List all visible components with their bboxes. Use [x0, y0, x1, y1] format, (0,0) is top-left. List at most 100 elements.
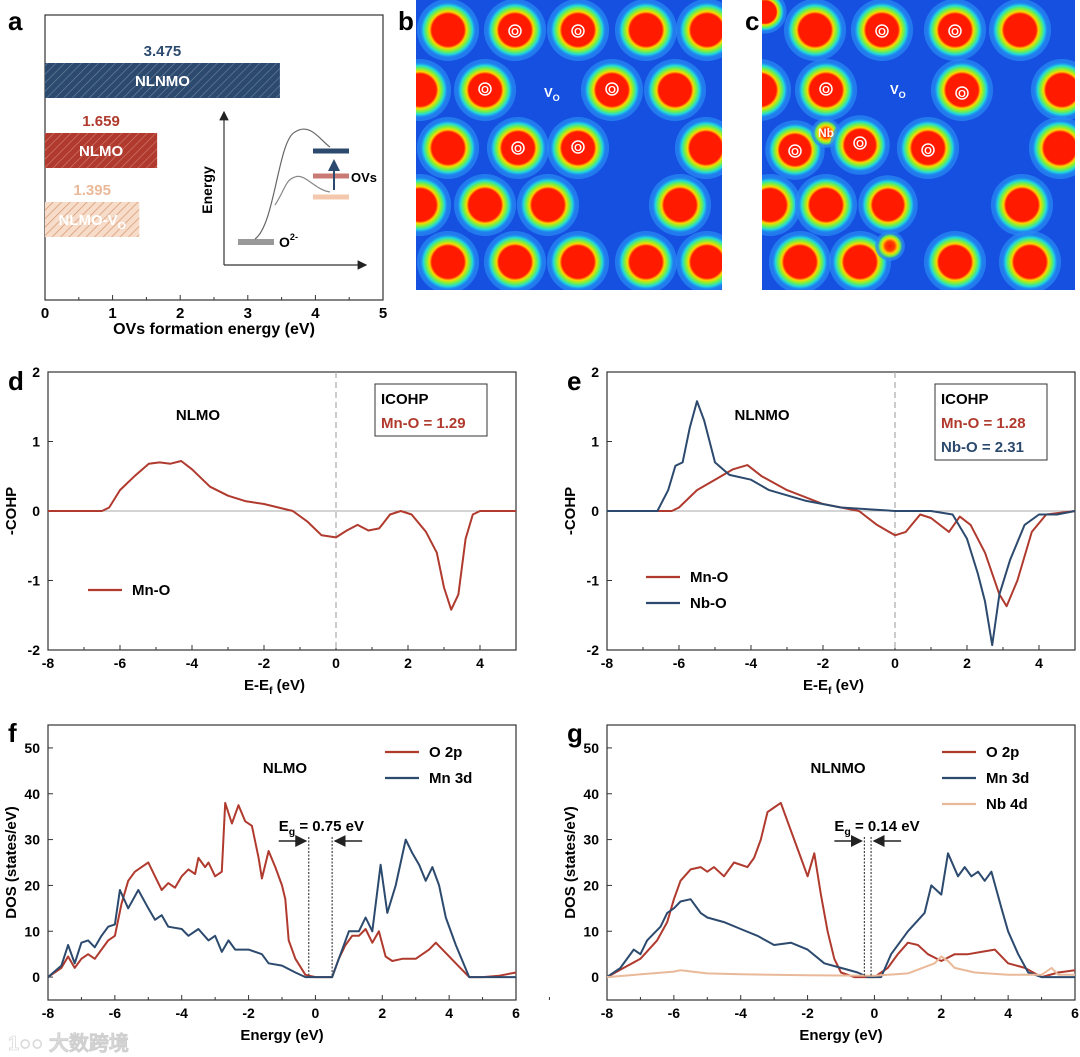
y-tick-label: 0: [32, 503, 40, 519]
x-tick-label: 2: [378, 1005, 386, 1021]
y-tick-label: 0: [591, 969, 599, 985]
oxygen-label: O: [924, 146, 932, 157]
oxygen-marker: [819, 82, 833, 96]
oxygen-marker: [571, 140, 585, 154]
band-gap-label-part: = 0.14 eV: [851, 818, 920, 835]
icohp-value: Mn-O = 1.28: [941, 415, 1026, 432]
x-axis-label-part: f: [269, 685, 273, 697]
oxygen-atom: [762, 61, 789, 119]
oxygen-label: O: [822, 85, 830, 96]
x-tick-label: 2: [176, 305, 184, 322]
panel-label-g: g: [567, 718, 583, 748]
bar-category-label: NLMO-VO: [58, 212, 125, 232]
energy-diagram-inset: Energy O2- OVs: [199, 110, 377, 270]
x-tick-label: -2: [258, 655, 271, 671]
x-axis-label-part: E-E: [803, 677, 828, 694]
x-axis-label: OVs formation energy (eV): [113, 321, 315, 338]
x-tick-label: 0: [41, 305, 49, 322]
bar-category-label-part: O: [118, 220, 126, 232]
y-tick-label: 20: [583, 877, 599, 893]
oxygen-atom: [933, 61, 991, 119]
y-axis-label: -COHP: [3, 487, 20, 535]
x-tick-label: -6: [673, 655, 686, 671]
legend-label: O 2p: [429, 744, 462, 761]
oxygen-atom: [456, 61, 514, 119]
x-tick-label: -4: [734, 1005, 747, 1021]
bar-value-label: 3.475: [144, 43, 182, 60]
vacancy-label-part: V: [890, 82, 899, 97]
x-tick-label: -4: [186, 655, 199, 671]
bar-category-label-part: NLNMO: [135, 73, 190, 90]
panel-d-line-chart: -8 -6 -4 -2 0 2 4 -2 -1 0 1 2 E-Ef (eV) -COHP NLMO Mn-O…: [3, 364, 517, 697]
oxygen-atom: [617, 233, 675, 290]
oxygen-atom: [416, 61, 449, 119]
oxygen-atom: [416, 176, 449, 234]
oxygen-label: O: [791, 147, 799, 158]
y-tick-label: 2: [591, 364, 599, 380]
vacancy-label: VO: [544, 85, 560, 103]
x-tick-label: -8: [42, 655, 55, 671]
oxygen-atom: [926, 233, 984, 290]
oxygen-marker: [853, 136, 867, 150]
y-tick-label: 1: [32, 434, 40, 450]
panel-g-line-chart: -8 -6 -4 -2 0 2 4 6 0 10 20 30 40 50 Energy (eV) DOS (s…: [562, 724, 1079, 1044]
bar-nlmo-vo: [45, 202, 140, 237]
band-gap-label: Eg = 0.14 eV: [834, 818, 919, 838]
oxygen-marker: [508, 24, 522, 38]
icohp-box: [934, 383, 1048, 461]
oxygen-atom: [617, 1, 675, 59]
legend-label: Mn 3d: [986, 770, 1029, 787]
oxygen-atom: [678, 1, 722, 59]
x-tick-label: 4: [476, 655, 484, 671]
x-tick-label: -8: [42, 1005, 55, 1021]
x-tick-label: 0: [871, 1005, 879, 1021]
oxygen-atom: [456, 176, 514, 234]
oxygen-atom: [797, 61, 855, 119]
vacancy-label-part: O: [553, 93, 560, 103]
oxygen-label: O: [608, 85, 616, 96]
panel-title: NLMO: [176, 407, 220, 424]
y-axis-label: DOS (states/eV): [562, 806, 579, 919]
bar-category-label-part: NLMO-V: [58, 212, 117, 229]
oxygen-marker: [511, 141, 525, 155]
x-tick-label: 5: [379, 305, 387, 322]
y-tick-label: 40: [583, 786, 599, 802]
vacancy-label-part: V: [544, 85, 553, 100]
oxygen-atom: [486, 233, 544, 290]
o2-level-label-part: 2-: [290, 232, 298, 242]
energy-curve-low: [274, 175, 331, 206]
vacancy-label: VO: [890, 82, 906, 100]
panel-title: NLNMO: [735, 407, 790, 424]
x-tick-label: -2: [242, 1005, 255, 1021]
legend-label: Mn-O: [690, 569, 729, 586]
oxygen-label: O: [951, 27, 959, 38]
y-tick-label: 10: [24, 923, 40, 939]
x-tick-label: 4: [1004, 1005, 1012, 1021]
energy-curve-high: [254, 128, 331, 240]
panel-label-c: c: [745, 6, 759, 36]
oxygen-atom: [486, 1, 544, 59]
x-tick-label: 2: [937, 1005, 945, 1021]
panel-label-b: b: [398, 6, 414, 36]
y-axis-label: DOS (states/eV): [3, 806, 20, 919]
oxygen-atom: [419, 119, 477, 177]
legend-label: Nb 4d: [986, 796, 1028, 813]
band-gap-label-part: E: [279, 818, 289, 835]
oxygen-atom: [767, 122, 823, 178]
y-tick-label: 1: [591, 434, 599, 450]
panel-e-line-chart: -8 -6 -4 -2 0 2 4 -2 -1 0 1 2 E-Ef (eV) -COHP NLNMO Mn-…: [562, 364, 1076, 697]
y-tick-label: 0: [591, 503, 599, 519]
x-tick-label: 0: [332, 655, 340, 671]
series-line-nb-o: [607, 400, 1076, 647]
x-tick-label: 0: [891, 655, 899, 671]
oxygen-atom: [860, 177, 916, 233]
oxygen-atom: [489, 119, 547, 177]
y-tick-label: 30: [583, 832, 599, 848]
icohp-title: ICOHP: [941, 391, 989, 408]
series-line-nb-4d: [606, 955, 1075, 979]
icohp-value: Mn-O = 1.29: [381, 415, 466, 432]
bar-value-label: 1.659: [82, 113, 120, 130]
